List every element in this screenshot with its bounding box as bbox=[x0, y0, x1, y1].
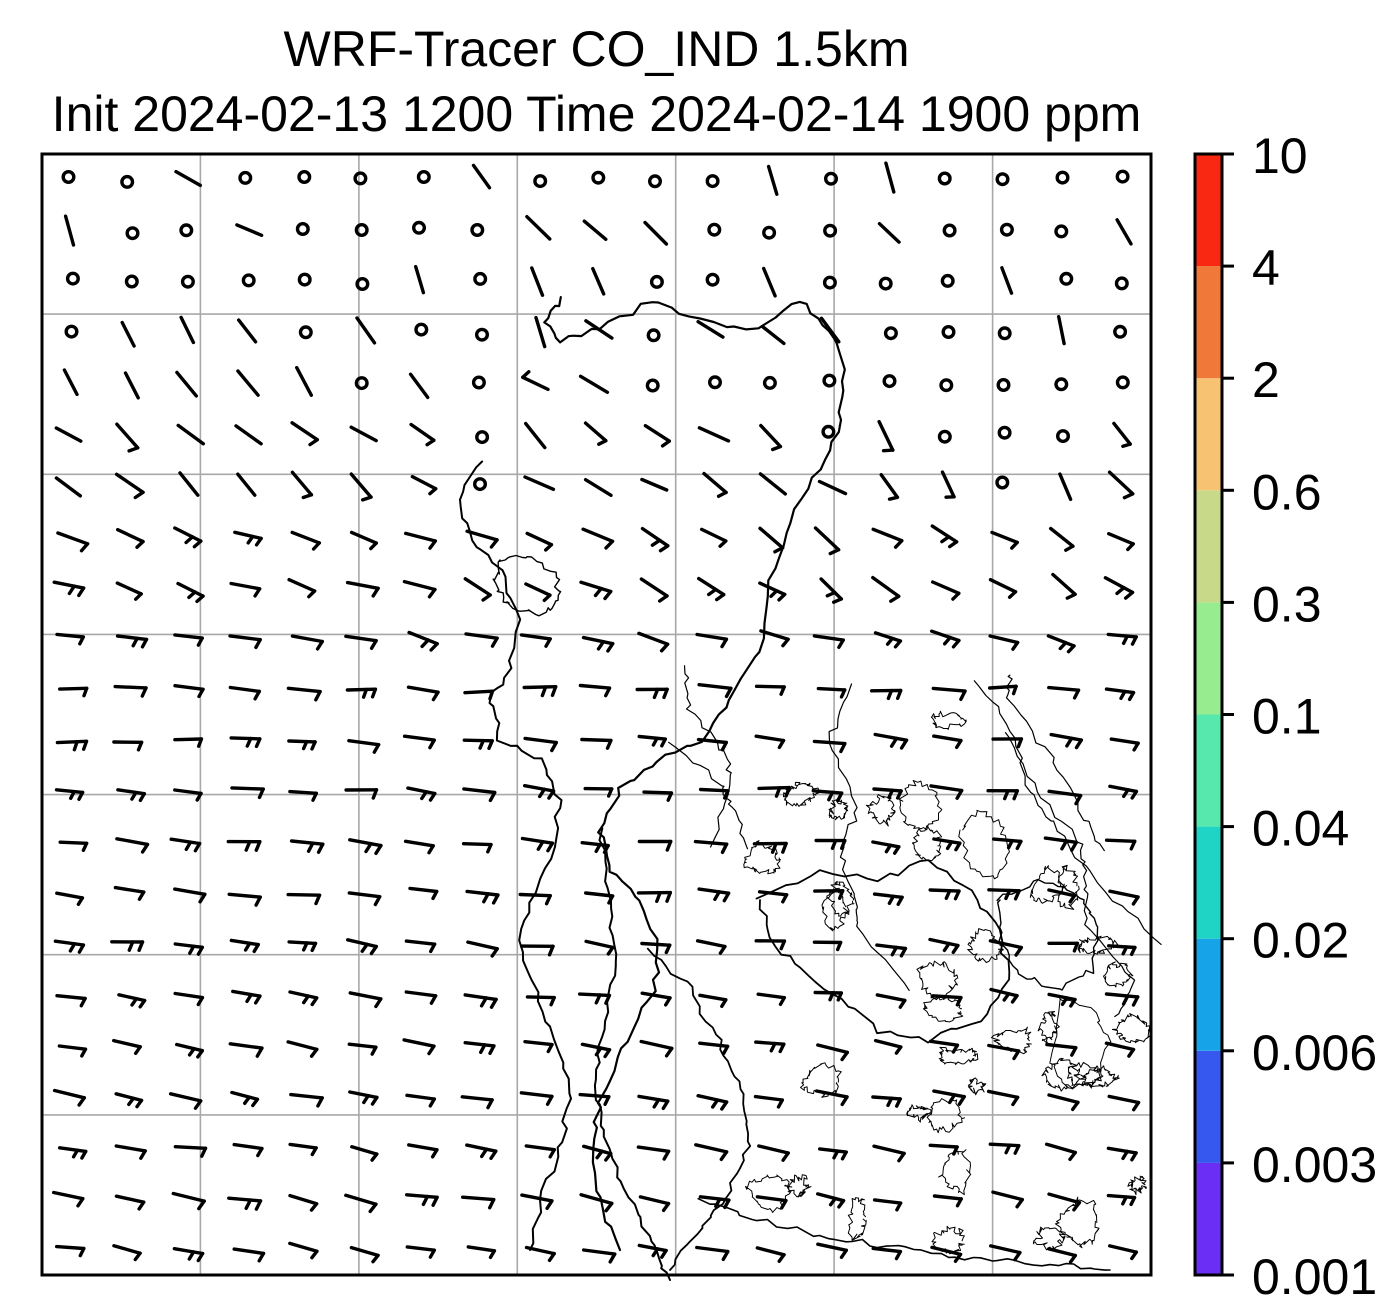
svg-text:0.3: 0.3 bbox=[1252, 576, 1322, 632]
svg-text:0.001: 0.001 bbox=[1252, 1249, 1377, 1305]
svg-text:4: 4 bbox=[1252, 240, 1280, 296]
svg-text:0.6: 0.6 bbox=[1252, 464, 1322, 520]
svg-text:2: 2 bbox=[1252, 352, 1280, 408]
svg-text:0.1: 0.1 bbox=[1252, 689, 1322, 745]
svg-text:0.04: 0.04 bbox=[1252, 801, 1349, 857]
svg-text:0.003: 0.003 bbox=[1252, 1137, 1377, 1193]
svg-text:0.02: 0.02 bbox=[1252, 913, 1349, 969]
svg-text:10: 10 bbox=[1252, 128, 1308, 184]
svg-text:0.006: 0.006 bbox=[1252, 1025, 1377, 1081]
